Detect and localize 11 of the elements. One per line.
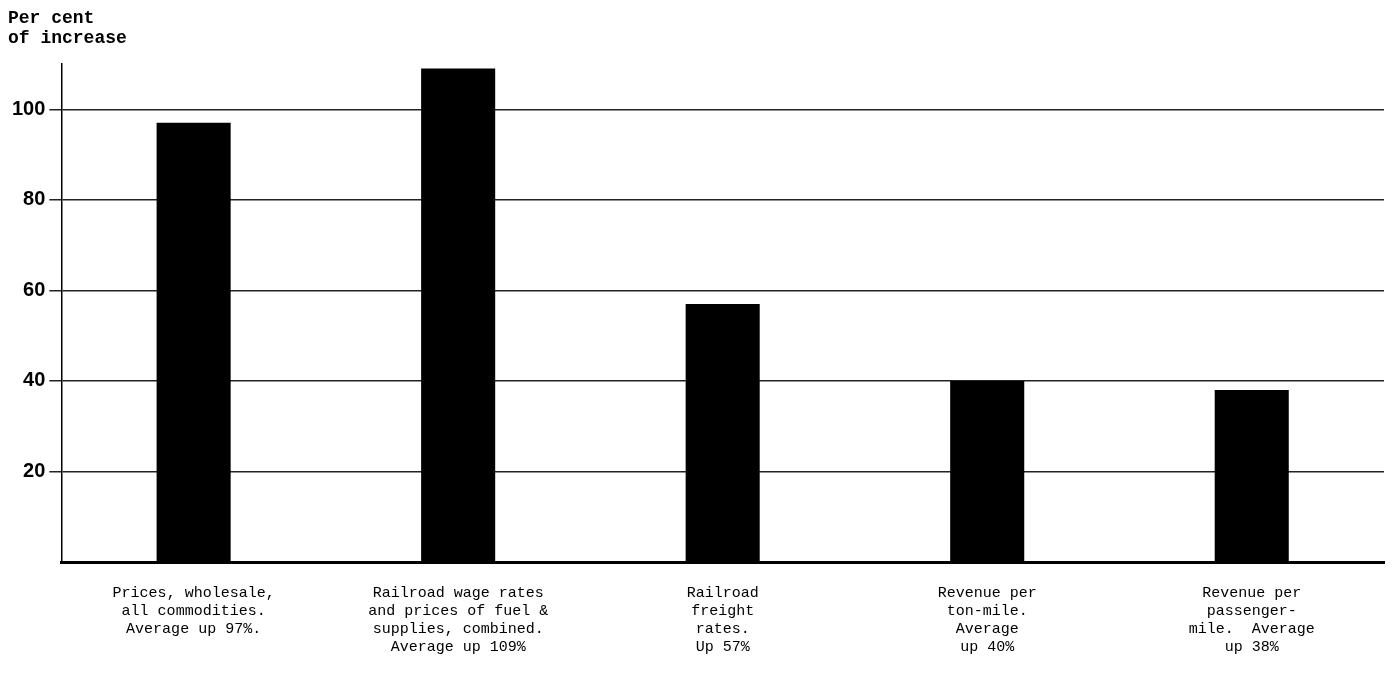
y-tick-label: 60 <box>23 277 46 300</box>
x-tick-label: Prices, wholesale, all commodities. Average up 97%. <box>112 584 275 638</box>
y-axis-title: Per cent of increase <box>8 8 128 48</box>
y-tick-label: 40 <box>23 368 46 391</box>
x-tick-label: Railroad freight rates. Up 57% <box>686 584 759 656</box>
y-tick-label: 20 <box>23 458 46 481</box>
y-tick-label: 80 <box>23 187 46 210</box>
x-tick-label: Revenue per passenger- mile. Average up 38% <box>1188 584 1315 656</box>
x-tick-label: Revenue per ton-mile. Average up 40% <box>937 584 1037 656</box>
x-tick-label: Railroad wage rates and prices of fuel & supplies, combined. Average up 109% <box>368 584 549 656</box>
y-tick-label: 100 <box>11 96 46 119</box>
